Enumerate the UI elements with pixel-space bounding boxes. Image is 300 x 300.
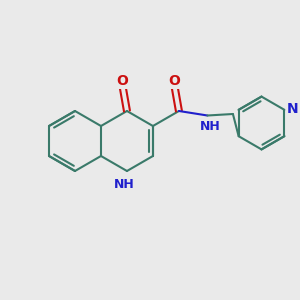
Text: O: O [116,74,128,88]
Text: O: O [169,74,180,88]
Text: NH: NH [114,178,134,191]
Text: NH: NH [200,119,221,133]
Text: N: N [287,102,298,116]
